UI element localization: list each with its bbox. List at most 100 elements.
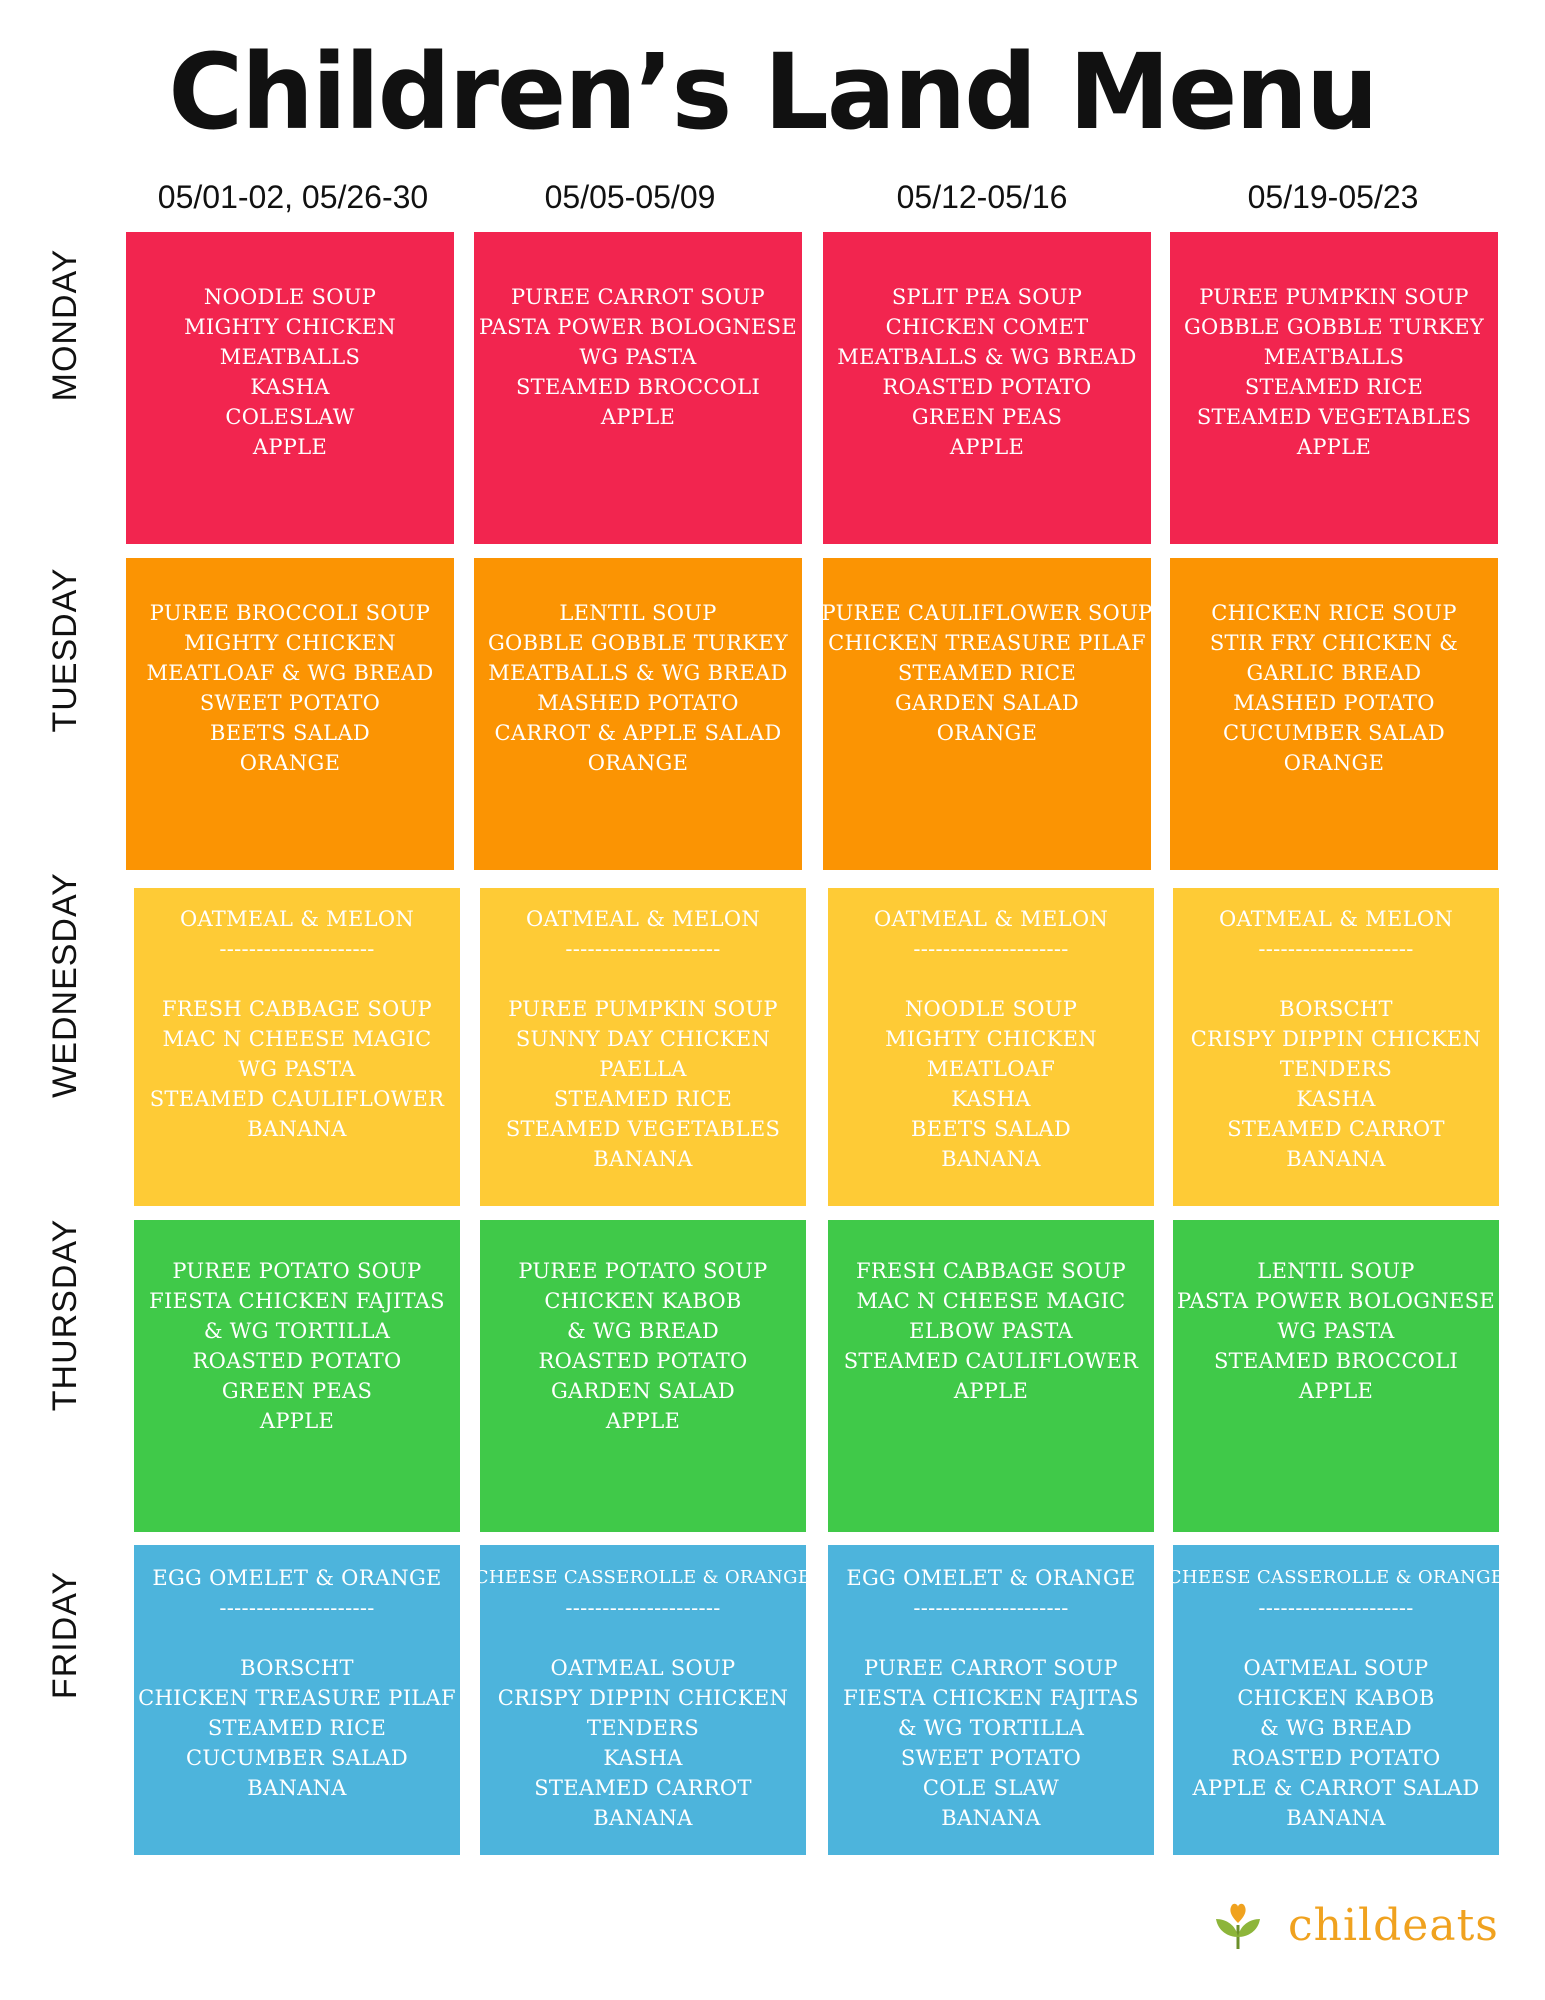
- menu-item: BANANA: [1286, 1147, 1386, 1171]
- menu-item: APPLE: [605, 1409, 681, 1433]
- menu-item: PUREE PUMPKIN SOUP: [1199, 285, 1469, 309]
- menu-item: SWEET POTATO: [900, 1746, 1082, 1770]
- menu-item: GOBBLE GOBBLE TURKEY: [487, 631, 788, 655]
- menu-item: MIGHTY CHICKEN: [885, 1027, 1097, 1051]
- menu-item: STEAMED VEGETABLES: [1196, 405, 1472, 429]
- day-label-thursday: THURSDAY: [46, 1218, 84, 1412]
- menu-item: CHEESE CASSEROLLE & ORANGE: [474, 1567, 812, 1588]
- menu-cell-wednesday-week-4: OATMEAL & MELON --------------------- BORS…: [1173, 888, 1499, 1206]
- separator-line: ---------------------: [219, 1596, 375, 1620]
- menu-item: BANANA: [247, 1117, 347, 1141]
- menu-item: CHICKEN KABOB: [544, 1289, 742, 1313]
- menu-item: OATMEAL SOUP: [1243, 1656, 1429, 1680]
- menu-item: STEAMED RICE: [897, 661, 1077, 685]
- menu-item: FIESTA CHICKEN FAJITAS: [149, 1289, 445, 1313]
- menu-cell-tuesday-week-4: CHICKEN RICE SOUP STIR FRY CHICKEN & GARLI…: [1170, 558, 1498, 870]
- menu-item: LENTIL SOUP: [1257, 1259, 1415, 1283]
- menu-item: MIGHTY CHICKEN: [184, 315, 396, 339]
- menu-item: SWEET POTATO: [199, 691, 381, 715]
- separator-line: ---------------------: [1258, 937, 1414, 961]
- menu-item: GREEN PEAS: [221, 1379, 373, 1403]
- menu-item: CRISPY DIPPIN CHICKEN: [1190, 1027, 1482, 1051]
- menu-item: ROASTED POTATO: [192, 1349, 402, 1373]
- menu-item: OATMEAL & MELON: [525, 907, 761, 931]
- menu-item: ORANGE: [587, 751, 689, 775]
- childeats-logo: childeats: [1210, 1890, 1499, 1960]
- menu-item: STEAMED CAULIFLOWER: [843, 1349, 1139, 1373]
- menu-item: CRISPY DIPPIN CHICKEN: [497, 1686, 789, 1710]
- menu-item: STEAMED CARROT: [1227, 1117, 1445, 1141]
- menu-item: CHICKEN TREASURE PILAF: [828, 631, 1146, 655]
- menu-cell-wednesday-week-1: OATMEAL & MELON --------------------- FRES…: [134, 888, 460, 1206]
- menu-item: CHICKEN COMET: [885, 315, 1089, 339]
- separator-line: ---------------------: [565, 937, 721, 961]
- menu-item: ROASTED POTATO: [538, 1349, 748, 1373]
- menu-item: ROASTED POTATO: [1231, 1746, 1441, 1770]
- menu-item: SUNNY DAY CHICKEN: [515, 1027, 771, 1051]
- menu-item: MASHED POTATO: [1233, 691, 1435, 715]
- menu-cell-friday-week-2: CHEESE CASSEROLLE & ORANGE --------------…: [475, 1545, 811, 1855]
- menu-item: APPLE: [1298, 1379, 1374, 1403]
- menu-item: MEATBALLS: [219, 345, 361, 369]
- menu-cell-monday-week-3: SPLIT PEA SOUP CHICKEN COMET MEATBALLS & W…: [823, 232, 1151, 544]
- menu-cell-tuesday-week-3: PUREE CAULIFLOWER SOUP CHICKEN TREASURE P…: [821, 558, 1153, 870]
- menu-item: PUREE POTATO SOUP: [518, 1259, 768, 1283]
- menu-item: OATMEAL SOUP: [550, 1656, 736, 1680]
- menu-cell-thursday-week-3: FRESH CABBAGE SOUP MAC N CHEESE MAGIC ELBO…: [828, 1220, 1154, 1532]
- menu-item: PUREE PUMPKIN SOUP: [508, 997, 778, 1021]
- menu-item: & WG BREAD: [567, 1319, 719, 1343]
- menu-item: CHICKEN RICE SOUP: [1211, 601, 1457, 625]
- menu-item: PUREE CAULIFLOWER SOUP: [821, 601, 1153, 625]
- menu-item: APPLE: [953, 1379, 1029, 1403]
- menu-item: EGG OMELET & ORANGE: [152, 1566, 442, 1590]
- menu-item: PUREE POTATO SOUP: [172, 1259, 422, 1283]
- separator-line: ---------------------: [1258, 1596, 1414, 1620]
- menu-item: MEATLOAF: [926, 1057, 1056, 1081]
- menu-item: STEAMED VEGETABLES: [505, 1117, 781, 1141]
- menu-item: & WG TORTILLA: [897, 1716, 1085, 1740]
- column-header-week-1: 05/01-02, 05/26-30: [157, 179, 429, 215]
- menu-item: CUCUMBER SALAD: [186, 1746, 408, 1770]
- menu-item: PAELLA: [599, 1057, 687, 1081]
- separator-line: ---------------------: [913, 1596, 1069, 1620]
- menu-item: STEAMED BROCCOLI: [1213, 1349, 1459, 1373]
- menu-cell-thursday-week-1: PUREE POTATO SOUP FIESTA CHICKEN FAJITAS &…: [134, 1220, 460, 1532]
- menu-item: APPLE: [600, 405, 676, 429]
- menu-item: SPLIT PEA SOUP: [891, 285, 1083, 309]
- menu-item: BANANA: [593, 1147, 693, 1171]
- menu-item: STEAMED RICE: [207, 1716, 387, 1740]
- menu-item: WG PASTA: [238, 1057, 356, 1081]
- menu-item: ORANGE: [1283, 751, 1385, 775]
- menu-item: FRESH CABBAGE SOUP: [856, 1259, 1126, 1283]
- separator-line: ---------------------: [219, 937, 375, 961]
- menu-item: LENTIL SOUP: [559, 601, 717, 625]
- menu-item: STEAMED RICE: [1244, 375, 1424, 399]
- menu-item: BANANA: [941, 1806, 1041, 1830]
- menu-cell-thursday-week-2: PUREE POTATO SOUP CHICKEN KABOB & WG BREAD…: [480, 1220, 806, 1532]
- menu-cell-monday-week-4: PUREE PUMPKIN SOUP GOBBLE GOBBLE TURKEY ME…: [1170, 232, 1498, 544]
- menu-item: STEAMED RICE: [553, 1087, 733, 1111]
- menu-item: NOODLE SOUP: [904, 997, 1078, 1021]
- menu-item: OATMEAL & MELON: [179, 907, 415, 931]
- menu-cell-thursday-week-4: LENTIL SOUP PASTA POWER BOLOGNESE WG PASTA…: [1173, 1220, 1499, 1532]
- menu-cell-friday-week-3: EGG OMELET & ORANGE ---------------------…: [828, 1545, 1154, 1855]
- separator-line: ---------------------: [565, 1596, 721, 1620]
- menu-item: MEATBALLS & WG BREAD: [488, 661, 788, 685]
- menu-item: & WG BREAD: [1260, 1716, 1412, 1740]
- menu-item: GARDEN SALAD: [550, 1379, 736, 1403]
- menu-item: WG PASTA: [579, 345, 697, 369]
- menu-item: APPLE & CARROT SALAD: [1192, 1776, 1480, 1800]
- page-title: Children’s Land Menu: [168, 31, 1378, 153]
- menu-item: PASTA POWER BOLOGNESE: [1177, 1289, 1495, 1313]
- menu-item: TENDERS: [1279, 1057, 1393, 1081]
- menu-item: BEETS SALAD: [911, 1117, 1071, 1141]
- day-label-tuesday: TUESDAY: [46, 567, 84, 733]
- column-header-week-4: 05/19-05/23: [1247, 179, 1419, 215]
- menu-item: BANANA: [247, 1776, 347, 1800]
- menu-item: EGG OMELET & ORANGE: [846, 1566, 1136, 1590]
- menu-item: APPLE: [949, 435, 1025, 459]
- day-label-monday: MONDAY: [46, 248, 84, 402]
- separator-line: ---------------------: [913, 937, 1069, 961]
- menu-cell-wednesday-week-3: OATMEAL & MELON --------------------- NOOD…: [828, 888, 1154, 1206]
- menu-cell-monday-week-1: NOODLE SOUP MIGHTY CHICKEN MEATBALLS KASHA C…: [126, 232, 454, 544]
